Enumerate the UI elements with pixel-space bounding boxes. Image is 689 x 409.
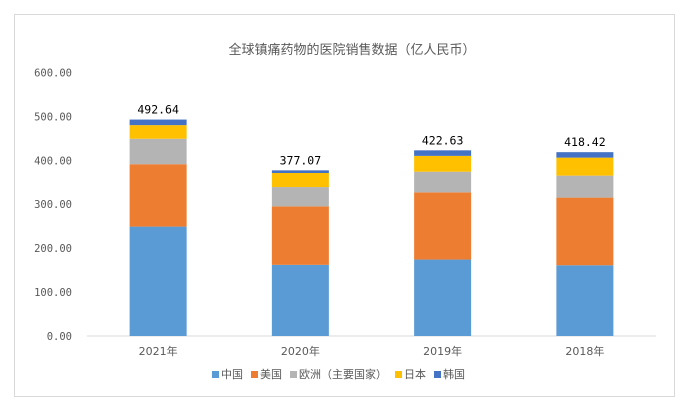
y-tick-label: 500.00 bbox=[34, 111, 72, 123]
y-tick-label: 600.00 bbox=[34, 67, 72, 79]
legend-label: 韩国 bbox=[443, 367, 465, 381]
legend-label: 日本 bbox=[404, 367, 426, 381]
legend-swatch bbox=[251, 371, 258, 378]
bar-segment bbox=[129, 138, 187, 165]
chart-title: 全球镇痛药物的医院销售数据（亿人民币） bbox=[228, 42, 475, 58]
bar-segment bbox=[129, 119, 187, 126]
bar-segment bbox=[271, 170, 329, 174]
legend-swatch bbox=[434, 371, 441, 378]
legend-swatch bbox=[212, 371, 219, 378]
bar-segment bbox=[271, 206, 329, 265]
legend-label: 中国 bbox=[221, 368, 243, 381]
x-tick-label: 2018年 bbox=[565, 344, 604, 358]
bar-segment bbox=[414, 192, 472, 260]
total-label: 422.63 bbox=[422, 133, 464, 147]
bar-segment bbox=[271, 187, 329, 207]
x-tick-label: 2019年 bbox=[423, 344, 462, 358]
legend-swatch bbox=[395, 371, 402, 378]
x-tick-label: 2020年 bbox=[281, 344, 320, 358]
bar-segment bbox=[556, 152, 614, 158]
total-label: 418.42 bbox=[564, 135, 606, 149]
bar-segment bbox=[414, 155, 472, 172]
legend-swatch bbox=[290, 371, 297, 378]
bar-segment bbox=[414, 259, 472, 336]
legend-label: 美国 bbox=[260, 368, 282, 381]
bar-segment bbox=[556, 265, 614, 336]
bar-segment bbox=[129, 125, 187, 139]
bar-segment bbox=[556, 157, 614, 176]
total-label: 377.07 bbox=[280, 153, 322, 167]
total-label: 492.64 bbox=[137, 103, 179, 117]
bar-segment bbox=[556, 197, 614, 266]
bar-segment bbox=[271, 264, 329, 336]
y-tick-label: 100.00 bbox=[34, 287, 72, 299]
y-tick-label: 200.00 bbox=[34, 243, 72, 255]
bar-segment bbox=[271, 173, 329, 188]
bar-segment bbox=[129, 226, 187, 336]
x-tick-label: 2021年 bbox=[139, 344, 178, 358]
bar-segment bbox=[414, 150, 472, 156]
bar-segment bbox=[129, 164, 187, 227]
y-tick-label: 0.00 bbox=[47, 331, 72, 343]
bar-segment bbox=[414, 171, 472, 193]
bar-segment bbox=[556, 175, 614, 198]
y-tick-label: 300.00 bbox=[34, 199, 72, 211]
legend-label: 欧洲（主要国家） bbox=[299, 367, 387, 381]
y-tick-label: 400.00 bbox=[34, 155, 72, 167]
